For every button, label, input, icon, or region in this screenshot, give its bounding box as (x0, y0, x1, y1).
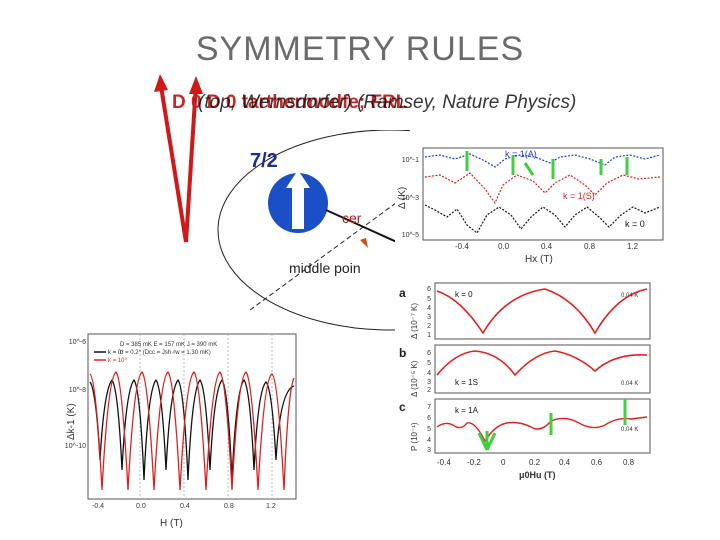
y-tick: 6 (427, 286, 431, 293)
red-arrowhead-left (154, 74, 168, 92)
panel-c-curve (436, 416, 648, 443)
x-tick: 0.4 (180, 503, 190, 510)
x-tick: 0.4 (541, 242, 553, 251)
dashed-axis (249, 199, 401, 311)
y-tick: 3 (427, 379, 431, 386)
y-tick: 10^-5 (402, 232, 419, 239)
x-tick: -0.4 (437, 458, 451, 467)
x-axis-label: Hx (T) (525, 254, 553, 265)
y-tick: 4 (427, 305, 431, 312)
y-tick: 7 (427, 404, 431, 411)
right-stacked-plots: a Δ (10⁻⁷ K) 6 5 4 3 2 1 k = 0 0.04 K b … (395, 275, 660, 540)
y-tick: 6 (427, 350, 431, 357)
y-tick: 2 (427, 323, 431, 330)
spin-sphere-diagram (217, 130, 410, 331)
params-text: D = 385 mK E = 157 mK J = 390 mK (120, 342, 217, 348)
series-label: k = 0 (625, 219, 645, 229)
panel-label: k = 1S (455, 378, 478, 387)
x-tick: 0 (501, 458, 506, 467)
spin-arrow-shaft (292, 185, 304, 229)
y-tick: 2 (427, 387, 431, 394)
red-arrow-right (184, 83, 198, 243)
y-tick: 10^-10 (65, 443, 86, 450)
x-tick: 0.6 (591, 458, 603, 467)
panel-a-curve (436, 288, 648, 335)
center-point-label: cer (342, 210, 362, 226)
series-label: k = 1(A) (505, 149, 537, 159)
x-tick: 0.8 (623, 458, 635, 467)
panel-letter: a (399, 286, 406, 300)
bottom-left-plot: Δk-1 (K) 10^-6 10^-8 10^-10 -0.4 0.0 0.4… (60, 330, 300, 535)
subtitle-garbled-text: D 0 D 0 tarthermodfe; FRL (172, 92, 408, 113)
red-arrow-left (158, 79, 188, 243)
series-black-line (424, 204, 661, 234)
top-right-plot: Δ (K) 10^-1 10^-3 10^-5 -0.4 0.0 0.4 0.8… (395, 145, 665, 270)
panel-corner: 0.04 K (621, 381, 638, 387)
y-tick: 10^-6 (69, 339, 86, 346)
y-tick: 10^-1 (402, 157, 419, 164)
panel-label: k = 0 (455, 290, 473, 299)
params-text: α = 0.2° (Dcc = Jsh·rw = 1.30 mK) (120, 350, 211, 356)
x-tick: 1.2 (627, 242, 639, 251)
x-tick: -0.4 (455, 242, 469, 251)
panel-b-curve (436, 350, 648, 377)
red-arrowhead-right (189, 76, 203, 94)
y-axis-label: Δk-1 (K) (66, 403, 77, 440)
center-marker (360, 238, 368, 248)
y-tick: 3 (427, 314, 431, 321)
y-tick: 3 (427, 447, 431, 454)
x-tick: 0.2 (529, 458, 541, 467)
legend-entry: k = 10° (108, 358, 128, 364)
plot-frame (422, 147, 664, 241)
series-label: k = 1(S) (563, 191, 595, 201)
x-axis-label: H (T) (160, 518, 183, 529)
highlight-bar (523, 162, 535, 176)
x-tick: 0.8 (584, 242, 596, 251)
panel-ylabel: P (10⁻¹) (410, 422, 419, 451)
sphere-outline (217, 130, 410, 331)
y-axis-label: Δ (K) (397, 187, 408, 209)
plot-frame (87, 333, 297, 500)
vector-arrows-figure (154, 74, 203, 243)
panel-ylabel: Δ (10⁻⁷ K) (410, 303, 419, 339)
middle-point-label: middle poin (289, 260, 361, 276)
y-tick: 10^-3 (402, 195, 419, 202)
panel-frame (434, 398, 651, 454)
slide-title: SYMMETRY RULES (195, 30, 525, 68)
panel-corner: 0.04 K (621, 427, 638, 433)
x-axis-label: μ0Hu (T) (519, 470, 556, 480)
y-tick: 5 (427, 296, 431, 303)
x-tick: 0.0 (136, 503, 146, 510)
x-tick: 0.4 (559, 458, 571, 467)
y-tick: 4 (427, 437, 431, 444)
panel-frame (434, 282, 651, 340)
y-tick: 10^-8 (69, 387, 86, 394)
x-tick: 0.0 (498, 242, 510, 251)
y-tick: 4 (427, 370, 431, 377)
spin-value-label: 7/2 (250, 150, 278, 172)
legend-entry: k = 0° (108, 350, 124, 356)
y-tick: 1 (427, 332, 431, 339)
x-tick: 1.2 (266, 503, 276, 510)
panel-frame (434, 344, 651, 394)
panel-letter: c (399, 400, 406, 414)
subtitle-overlay-text: (top, Wernsdorfer) (Ramsey, Nature Physi… (198, 92, 577, 113)
spin-arrow-head (286, 170, 310, 188)
y-tick: 6 (427, 415, 431, 422)
series-red-line (424, 172, 661, 205)
y-tick: 5 (427, 360, 431, 367)
x-tick: -0.2 (467, 458, 481, 467)
series-black-line (89, 378, 295, 481)
x-tick: 0.8 (224, 503, 234, 510)
y-tick: 5 (427, 426, 431, 433)
panel-label: k = 1A (455, 406, 479, 415)
series-red-line (89, 371, 295, 491)
panel-ylabel: Δ (10⁻⁵ K) (410, 360, 419, 397)
x-tick: -0.4 (92, 503, 104, 510)
panel-letter: b (399, 346, 406, 360)
